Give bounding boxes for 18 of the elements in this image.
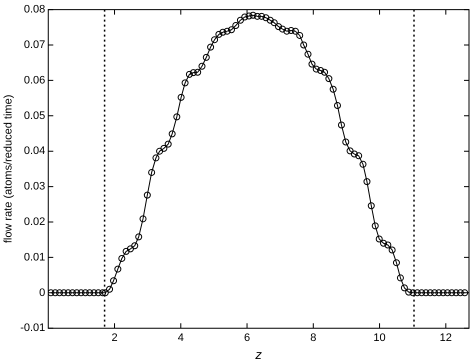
x-tick-label: 2	[111, 332, 118, 344]
y-tick-label: 0.06	[24, 74, 46, 86]
y-tick-label: 0.02	[24, 216, 46, 228]
y-tick-label: 0.07	[24, 39, 46, 52]
x-tick-label: 6	[244, 332, 250, 344]
y-tick-label: 0.01	[24, 251, 46, 264]
x-tick-label: 12	[440, 332, 452, 344]
y-tick-label: 0.04	[24, 145, 46, 158]
y-tick-label: 0.03	[24, 180, 46, 193]
y-tick-label: 0	[39, 286, 46, 299]
x-axis-title: z	[254, 346, 262, 362]
y-tick-label: 0.05	[24, 110, 46, 122]
x-tick-label: 10	[373, 332, 386, 344]
x-tick-label: 8	[310, 332, 316, 344]
x-tick-label: 4	[178, 332, 184, 344]
y-axis-title: flow rate (atoms/reduced time)	[2, 94, 15, 244]
y-tick-label: -0.01	[20, 322, 46, 334]
y-tick-label: 0.08	[24, 4, 46, 16]
